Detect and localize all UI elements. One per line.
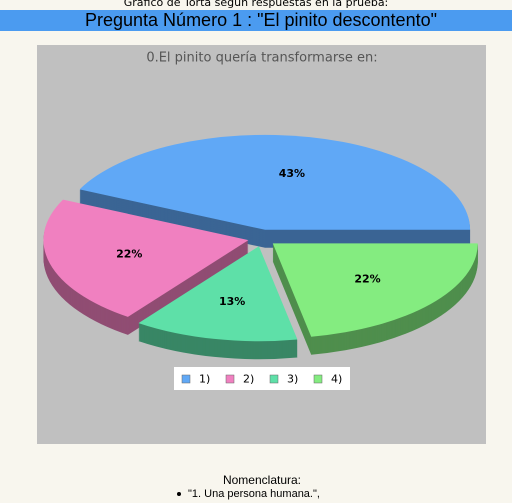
data-label: 22% — [354, 273, 380, 286]
title-bar — [0, 10, 512, 31]
data-label: 13% — [219, 295, 245, 308]
slice — [138, 246, 298, 342]
data-label: 43% — [279, 167, 305, 180]
nomenclature-list: "1. Una persona humana.", — [177, 488, 320, 500]
nomenclature-item: "1. Una persona humana.", — [188, 488, 320, 500]
legend-label: 1) — [199, 373, 210, 386]
nomenclature-title: Nomenclatura: — [223, 473, 301, 487]
bullet — [177, 492, 181, 496]
legend-swatch — [181, 374, 191, 384]
legend-box — [174, 367, 350, 390]
data-label: 22% — [116, 247, 142, 260]
legend-label: 3) — [287, 373, 298, 386]
slice — [79, 134, 471, 230]
legend: 1) 2) 3) 4) — [181, 373, 342, 386]
slice — [272, 243, 478, 337]
pie: 43% 22% 13% 22% — [43, 134, 478, 360]
legend-label: 2) — [243, 373, 254, 386]
chart-title: 0.El pinito quería transformarse en: — [146, 51, 377, 66]
legend-swatch — [269, 374, 279, 384]
page-title: Pregunta Número 1 : "El pinito desconten… — [85, 10, 437, 30]
slice — [43, 199, 249, 317]
legend-swatch — [225, 374, 235, 384]
legend-label: 4) — [331, 373, 342, 386]
caption: Gráfico de Torta según respuestas en la … — [124, 0, 389, 9]
legend-swatch — [313, 374, 323, 384]
